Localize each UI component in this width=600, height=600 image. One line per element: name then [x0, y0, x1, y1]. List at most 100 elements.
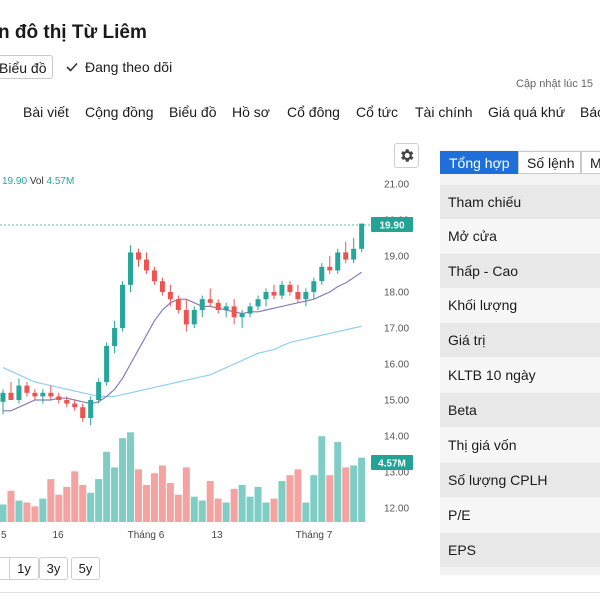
candle [319, 266, 325, 282]
volume-bar [142, 484, 150, 522]
row-eps: EPS [440, 533, 600, 567]
row-low-high: Thấp - Cao [440, 254, 600, 288]
nav-item-dividends[interactable]: Cổ tức [356, 104, 399, 120]
check-icon [66, 62, 78, 72]
x-tick-label: 16 [52, 530, 64, 541]
volume-bar [39, 498, 47, 522]
volume-bar [238, 484, 246, 522]
row-avg-volume: KLTB 10 ngày [440, 358, 600, 392]
candle [32, 392, 38, 397]
nav-item-posts[interactable]: Bài viết [23, 104, 69, 120]
candle [40, 392, 46, 397]
volume-tag-label: 4.57M [378, 459, 406, 470]
candle [24, 385, 30, 393]
volume-bar [350, 465, 358, 522]
volume-bar [294, 469, 302, 522]
row-pe: P/E [440, 498, 600, 532]
volume-bar [119, 438, 127, 522]
candle [0, 392, 6, 402]
ohlc-legend: 19.90 Vol 4.57M [2, 176, 74, 187]
chart-button[interactable]: Biểu đồ [0, 55, 54, 79]
volume-bar [302, 502, 310, 522]
candle [135, 252, 141, 260]
nav-bar: Bài viết Cộng đồng Biểu đồ Hồ sơ Cổ đông… [0, 100, 600, 128]
divider [0, 592, 600, 593]
volume-bar [198, 500, 206, 522]
candle [128, 252, 134, 285]
y-tick-label: 21.00 [384, 180, 409, 191]
candle [311, 281, 317, 292]
volume-bars [0, 432, 366, 522]
candle [327, 266, 333, 271]
volume-bar [0, 504, 7, 522]
volume-bar [79, 484, 87, 522]
volume-bar [334, 442, 342, 522]
candle [175, 299, 181, 310]
row-volume: Khối lượng [440, 288, 600, 322]
volume-bar [230, 488, 238, 522]
range-button-3y[interactable]: 3y [39, 557, 68, 580]
y-tick-label: 17.00 [384, 324, 409, 335]
nav-item-reports[interactable]: Báo [580, 104, 600, 120]
y-tick-label: 14.00 [384, 432, 409, 443]
candle [104, 346, 110, 382]
candle [159, 281, 165, 292]
candle [271, 292, 277, 296]
nav-item-shareholders[interactable]: Cổ đông [287, 104, 340, 120]
nav-item-profile[interactable]: Hồ sơ [232, 104, 270, 120]
row-open: Mở cửa [440, 219, 600, 253]
vol-label: Vol [29, 176, 44, 187]
range-button-5y[interactable]: 5y [71, 557, 100, 580]
candle [16, 385, 22, 400]
candle [247, 306, 253, 314]
x-tick-label: 13 [211, 530, 223, 541]
close-value: 19.90 [2, 176, 28, 187]
y-tick-label: 19.00 [384, 252, 409, 263]
nav-item-community[interactable]: Cộng đồng [85, 104, 154, 120]
price-chart[interactable]: 21.0020.0019.0018.0017.0016.0015.0014.00… [0, 138, 427, 592]
range-button-1y[interactable]: 1y [9, 557, 39, 580]
volume-bar [214, 498, 222, 522]
volume-bar [63, 486, 71, 522]
candle [80, 407, 86, 418]
y-tick-label: 12.00 [384, 504, 409, 515]
candle [343, 252, 349, 260]
nav-item-finance[interactable]: Tài chính [415, 104, 473, 120]
y-tick-label: 18.00 [384, 288, 409, 299]
volume-bar [254, 486, 262, 522]
candle [231, 306, 237, 318]
volume-bar [342, 467, 350, 522]
chart-settings-button[interactable] [394, 143, 419, 168]
candle [351, 248, 357, 260]
volume-bar [158, 465, 166, 522]
updated-time: Cập nhật lúc 15 [516, 78, 594, 90]
tab-more[interactable]: M [581, 151, 600, 174]
volume-bar [55, 494, 63, 522]
tab-orders[interactable]: Số lệnh [518, 151, 581, 174]
candle [199, 299, 205, 310]
nav-item-chart[interactable]: Biểu đồ [169, 104, 217, 120]
candle [215, 302, 221, 310]
x-tick-label: Tháng 7 [296, 530, 333, 541]
volume-bar [15, 500, 23, 522]
follow-button[interactable]: Đang theo dõi [66, 59, 172, 75]
candle [255, 299, 261, 307]
candle [167, 292, 173, 300]
nav-item-history[interactable]: Giá quá khứ [488, 104, 566, 120]
volume-bar [95, 479, 103, 522]
volume-bar [103, 451, 111, 522]
volume-bar [270, 498, 278, 522]
row-value: Giá trị [440, 323, 600, 357]
tab-summary[interactable]: Tổng hợp [440, 151, 518, 174]
volume-bar [182, 467, 190, 522]
candle [183, 310, 189, 325]
moving-averages [2, 271, 362, 412]
candle [112, 328, 118, 346]
candle [72, 403, 78, 408]
row-shares: Số lượng CPLH [440, 463, 600, 497]
price-tag: 19.90 [371, 217, 413, 232]
candle [64, 400, 70, 404]
volume-bar [206, 481, 214, 522]
y-tick-label: 13.00 [384, 468, 409, 479]
volume-bar [286, 475, 294, 522]
